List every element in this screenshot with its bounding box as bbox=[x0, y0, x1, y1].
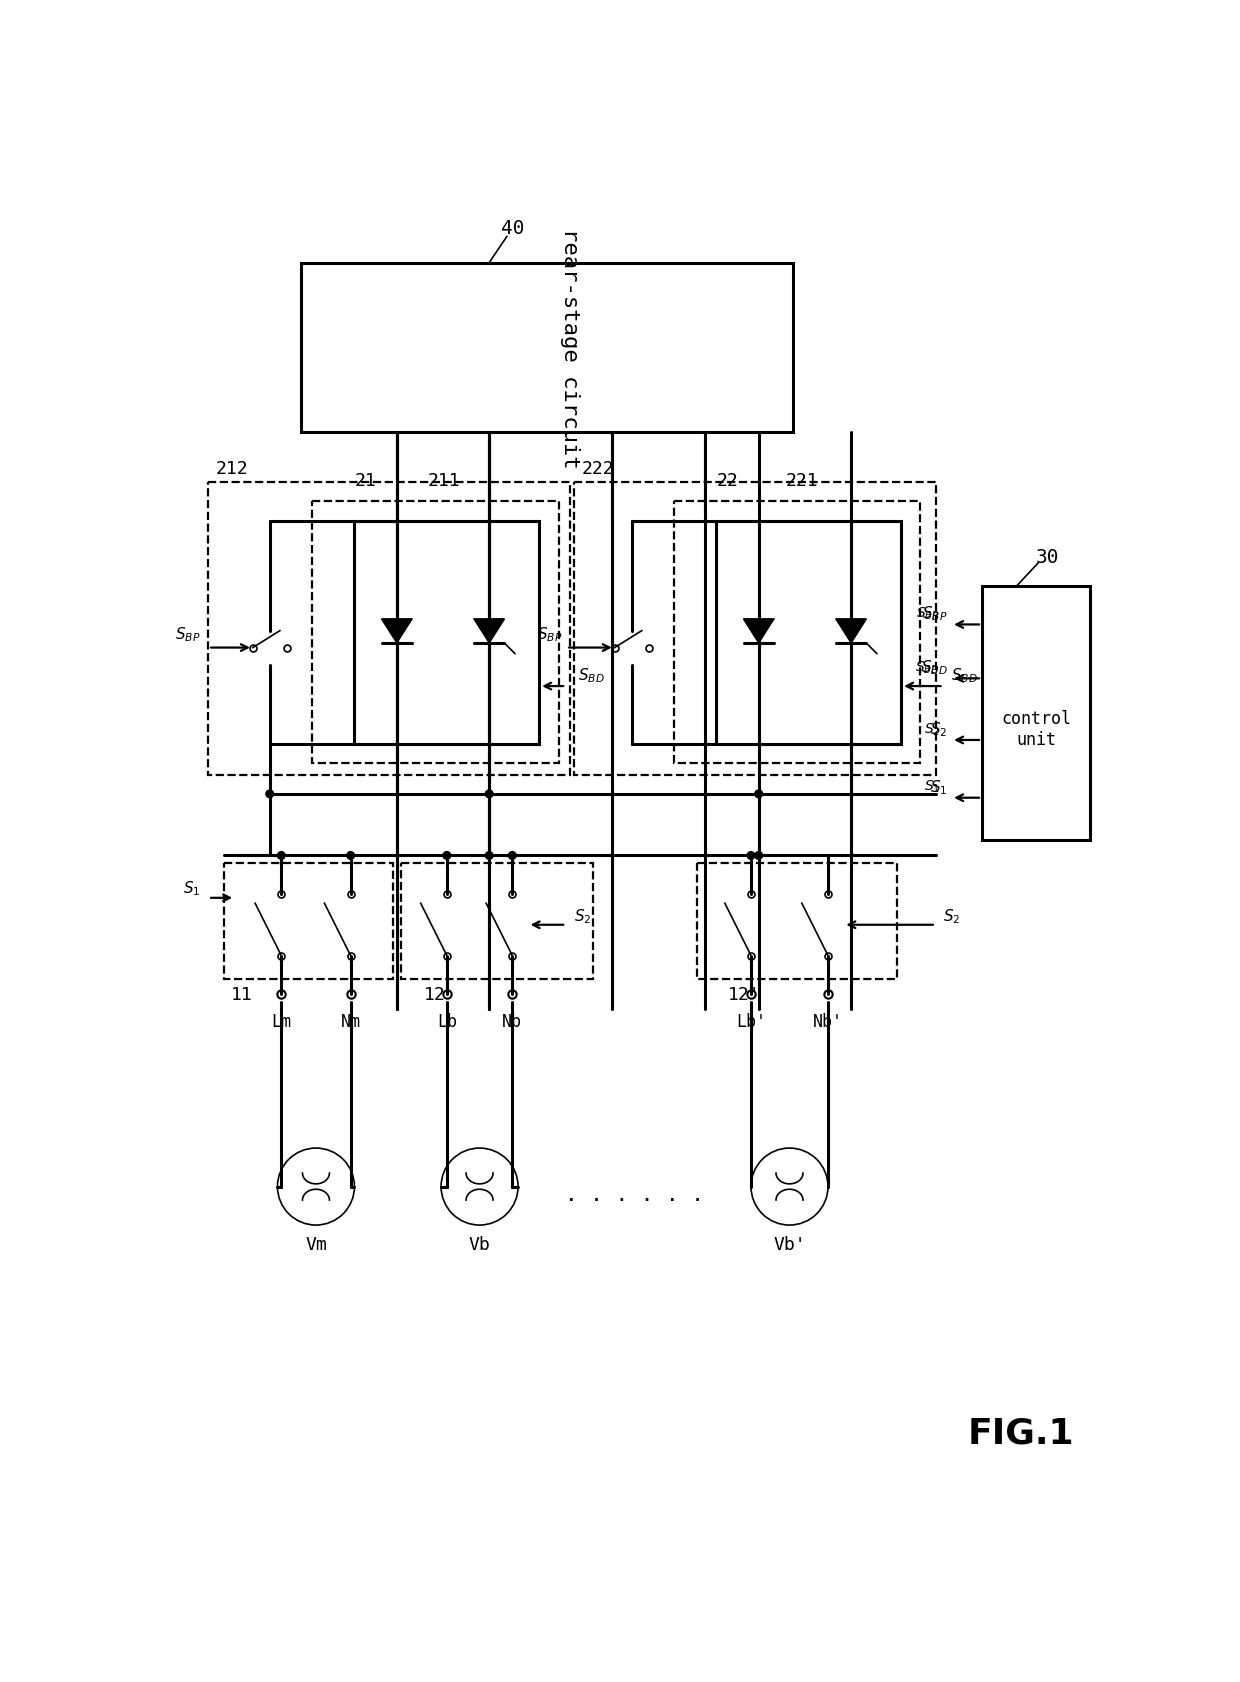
Circle shape bbox=[755, 853, 763, 860]
Text: $S_{BD}$: $S_{BD}$ bbox=[920, 658, 947, 676]
Text: 12': 12' bbox=[728, 986, 760, 1004]
Text: 21: 21 bbox=[355, 471, 376, 489]
Text: . . . . . .: . . . . . . bbox=[565, 1184, 704, 1204]
Text: $S_{BP}$: $S_{BP}$ bbox=[537, 626, 563, 644]
Text: $S_1$: $S_1$ bbox=[930, 777, 947, 796]
Bar bbox=[355, 521, 539, 745]
Text: FIG.1: FIG.1 bbox=[967, 1416, 1074, 1450]
Circle shape bbox=[485, 791, 494, 799]
Text: 30: 30 bbox=[1035, 548, 1059, 567]
Bar bbox=[982, 587, 1090, 841]
Text: $S_{BD}$: $S_{BD}$ bbox=[951, 666, 978, 685]
Text: control
unit: control unit bbox=[1001, 710, 1071, 748]
Text: $S_1$: $S_1$ bbox=[184, 880, 201, 898]
Bar bbox=[401, 863, 593, 979]
Circle shape bbox=[485, 853, 494, 860]
Polygon shape bbox=[744, 621, 774, 644]
Circle shape bbox=[443, 853, 450, 860]
Bar bbox=[223, 863, 393, 979]
Text: Nb: Nb bbox=[502, 1013, 522, 1031]
Bar bbox=[300, 264, 794, 432]
Circle shape bbox=[265, 791, 274, 799]
Bar bbox=[717, 521, 901, 745]
Circle shape bbox=[508, 853, 516, 860]
Text: $S_2$: $S_2$ bbox=[944, 907, 961, 925]
Bar bbox=[208, 483, 570, 775]
Text: $S_{BP}$: $S_{BP}$ bbox=[175, 626, 201, 644]
Text: $S_2$: $S_2$ bbox=[574, 907, 591, 925]
Text: Nb': Nb' bbox=[813, 1013, 843, 1031]
Text: 22: 22 bbox=[717, 471, 738, 489]
Text: 12: 12 bbox=[424, 986, 445, 1004]
Polygon shape bbox=[382, 621, 412, 644]
Text: 11: 11 bbox=[231, 986, 253, 1004]
Text: $S_{BD}$: $S_{BD}$ bbox=[578, 666, 604, 685]
Circle shape bbox=[748, 853, 755, 860]
Circle shape bbox=[347, 853, 355, 860]
Circle shape bbox=[755, 791, 763, 799]
Text: $S_{BP}$: $S_{BP}$ bbox=[916, 606, 940, 622]
Bar bbox=[574, 483, 936, 775]
Text: Vm: Vm bbox=[305, 1236, 327, 1253]
Text: 40: 40 bbox=[501, 219, 525, 239]
Circle shape bbox=[278, 853, 285, 860]
Text: $S_{BD}$: $S_{BD}$ bbox=[915, 659, 940, 676]
Text: Vb': Vb' bbox=[774, 1236, 806, 1253]
Text: Lb': Lb' bbox=[737, 1013, 766, 1031]
Polygon shape bbox=[836, 621, 867, 644]
Polygon shape bbox=[474, 621, 505, 644]
Text: $S_1$: $S_1$ bbox=[924, 779, 940, 796]
Text: $S_2$: $S_2$ bbox=[930, 720, 947, 738]
Text: Lm: Lm bbox=[272, 1013, 291, 1031]
Text: rear-stage circuit: rear-stage circuit bbox=[560, 227, 580, 468]
Bar bbox=[312, 501, 558, 764]
Text: Vb: Vb bbox=[469, 1236, 491, 1253]
Bar bbox=[675, 501, 920, 764]
Bar bbox=[697, 863, 898, 979]
Text: Nm: Nm bbox=[341, 1013, 361, 1031]
Text: $S_{BP}$: $S_{BP}$ bbox=[923, 604, 947, 622]
Text: 211: 211 bbox=[428, 471, 460, 489]
Text: $S_2$: $S_2$ bbox=[924, 722, 940, 737]
Text: 212: 212 bbox=[216, 459, 248, 478]
Text: 221: 221 bbox=[786, 471, 818, 489]
Text: 222: 222 bbox=[582, 459, 614, 478]
Text: Lb: Lb bbox=[436, 1013, 456, 1031]
